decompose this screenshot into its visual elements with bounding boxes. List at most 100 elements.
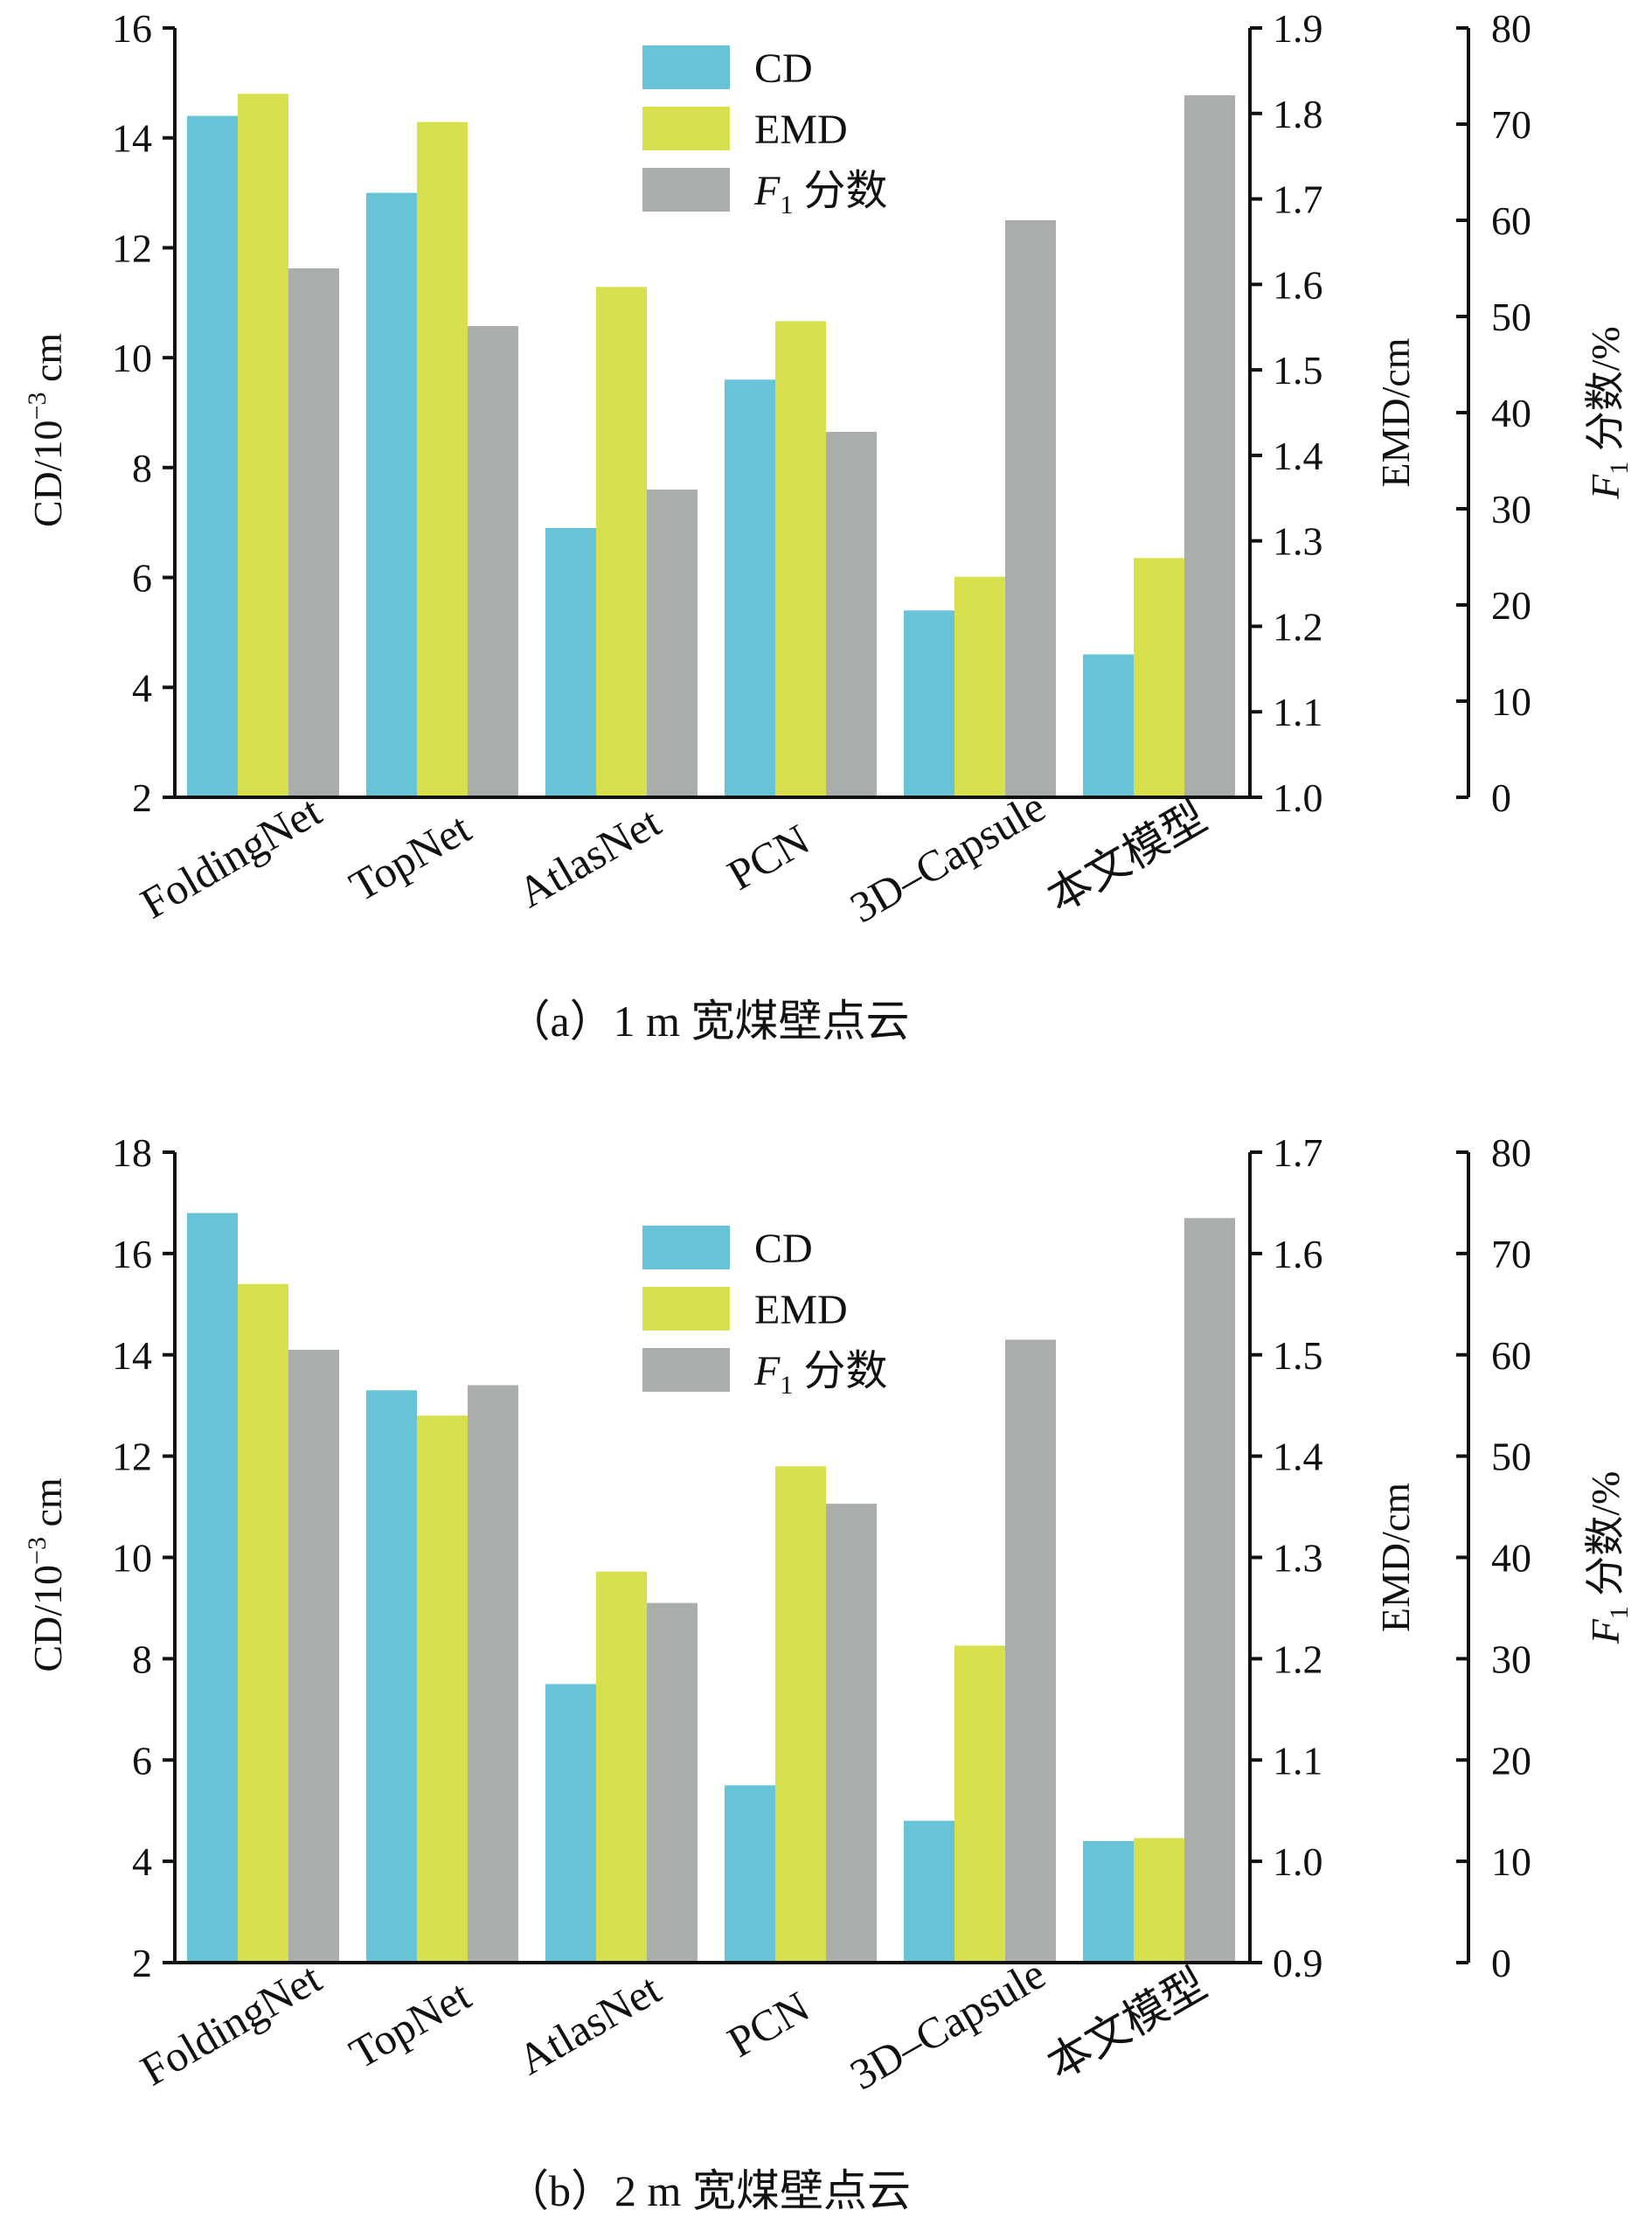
- bar-emd-6: [1134, 1838, 1184, 1963]
- left-tick-label: 4: [132, 1839, 152, 1884]
- emd-tick-label: 1.4: [1273, 1435, 1323, 1479]
- bar-cd-5: [904, 610, 954, 797]
- legend-label-emd: EMD: [754, 107, 848, 153]
- category-label: PCN: [719, 1982, 817, 2067]
- category-label: PCN: [719, 815, 817, 900]
- legend-swatch-f1: [642, 1348, 730, 1392]
- f1-tick-label: 60: [1491, 198, 1531, 243]
- emd-tick-label: 1.2: [1273, 604, 1323, 649]
- bar-cd-4: [725, 1785, 775, 1963]
- bar-f1-2: [468, 1385, 518, 1963]
- bar-f1-2: [468, 326, 518, 797]
- category-label: TopNet: [341, 803, 478, 911]
- bar-f1-5: [1005, 220, 1056, 797]
- emd-tick-label: 1.5: [1273, 1333, 1323, 1378]
- left-tick-label: 16: [112, 1232, 152, 1276]
- left-tick-label: 16: [112, 6, 152, 51]
- bar-emd-1: [238, 94, 288, 798]
- f1-tick-label: 50: [1491, 295, 1531, 339]
- f1-tick-label: 80: [1491, 6, 1531, 51]
- bar-emd-3: [596, 287, 647, 797]
- f1-tick-label: 70: [1491, 102, 1531, 147]
- bar-f1-1: [288, 268, 339, 797]
- f1-tick-label: 60: [1491, 1333, 1531, 1378]
- emd-tick-label: 1.2: [1273, 1637, 1323, 1681]
- legend-label-emd: EMD: [754, 1287, 848, 1333]
- emd-tick-label: 1.7: [1273, 177, 1323, 222]
- f1-tick-label: 10: [1491, 1839, 1531, 1884]
- f1-tick-label: 20: [1491, 1738, 1531, 1783]
- emd-tick-label: 1.7: [1273, 1130, 1323, 1175]
- left-tick-label: 10: [112, 336, 152, 380]
- bar-emd-6: [1134, 558, 1184, 797]
- emd-axis-title: EMD/cm: [1373, 337, 1418, 487]
- left-tick-label: 8: [132, 1637, 152, 1681]
- bar-cd-3: [545, 1684, 596, 1963]
- category-label: 本文模型: [1038, 1959, 1214, 2088]
- bar-emd-4: [775, 1466, 826, 1963]
- bar-emd-5: [954, 576, 1005, 797]
- left-tick-label: 18: [112, 1130, 152, 1175]
- legend-swatch-emd: [642, 1287, 730, 1331]
- f1-tick-label: 20: [1491, 583, 1531, 628]
- emd-tick-label: 1.6: [1273, 1232, 1323, 1276]
- bar-cd-6: [1083, 654, 1134, 797]
- bar-emd-1: [238, 1283, 288, 1963]
- left-tick-label: 6: [132, 1738, 152, 1783]
- category-label: 本文模型: [1038, 792, 1214, 921]
- emd-tick-label: 1.0: [1273, 775, 1323, 820]
- emd-tick-label: 0.9: [1273, 1941, 1323, 1985]
- figure-caption: （b）2 m 宽煤壁点云: [505, 2166, 911, 2215]
- f1-tick-label: 0: [1491, 1941, 1511, 1985]
- legend-swatch-cd: [642, 45, 730, 89]
- emd-tick-label: 1.5: [1273, 348, 1323, 393]
- bar-f1-6: [1184, 1218, 1235, 1963]
- category-label: AtlasNet: [510, 1964, 669, 2084]
- category-label: FoldingNet: [132, 1953, 329, 2095]
- left-tick-label: 14: [112, 116, 152, 161]
- emd-axis-title: EMD/cm: [1373, 1483, 1418, 1632]
- category-label: 3D–Capsule: [842, 1949, 1053, 2099]
- bar-cd-5: [904, 1820, 954, 1963]
- legend-label-cd: CD: [754, 1226, 813, 1272]
- left-axis-title: CD/10−3 cm: [23, 333, 70, 528]
- legend-swatch-f1: [642, 168, 730, 212]
- f1-tick-label: 30: [1491, 1637, 1531, 1681]
- bar-f1-3: [647, 490, 698, 797]
- emd-tick-label: 1.8: [1273, 92, 1323, 136]
- left-tick-label: 14: [112, 1333, 152, 1378]
- f1-tick-label: 40: [1491, 391, 1531, 435]
- bar-emd-2: [417, 1415, 468, 1963]
- figure-caption: （a）1 m 宽煤壁点云: [506, 997, 909, 1046]
- f1-axis-title: F1 分数/%: [1583, 1471, 1634, 1645]
- legend-swatch-emd: [642, 107, 730, 150]
- emd-tick-label: 1.4: [1273, 434, 1323, 478]
- bar-emd-3: [596, 1571, 647, 1963]
- f1-axis-title: F1 分数/%: [1583, 326, 1634, 500]
- emd-tick-label: 1.6: [1273, 262, 1323, 307]
- bar-cd-6: [1083, 1840, 1134, 1963]
- bar-f1-6: [1184, 95, 1235, 797]
- f1-tick-label: 50: [1491, 1435, 1531, 1479]
- legend-label-f1: F1 分数: [753, 1348, 887, 1400]
- emd-tick-label: 1.3: [1273, 1536, 1323, 1581]
- bar-cd-1: [187, 115, 238, 798]
- category-label: FoldingNet: [132, 786, 329, 928]
- category-label: AtlasNet: [510, 797, 669, 917]
- f1-tick-label: 70: [1491, 1232, 1531, 1276]
- legend-swatch-cd: [642, 1226, 730, 1269]
- category-label: TopNet: [341, 1970, 478, 2078]
- bar-emd-4: [775, 321, 826, 797]
- bar-f1-4: [826, 432, 877, 797]
- left-tick-label: 6: [132, 556, 152, 601]
- f1-tick-label: 30: [1491, 487, 1531, 532]
- bar-cd-2: [366, 192, 417, 798]
- left-tick-label: 2: [132, 1941, 152, 1985]
- bar-f1-1: [288, 1349, 339, 1963]
- bar-f1-4: [826, 1504, 877, 1963]
- bar-emd-2: [417, 122, 468, 798]
- bar-f1-5: [1005, 1339, 1056, 1963]
- bar-cd-2: [366, 1390, 417, 1963]
- f1-tick-label: 0: [1491, 775, 1511, 820]
